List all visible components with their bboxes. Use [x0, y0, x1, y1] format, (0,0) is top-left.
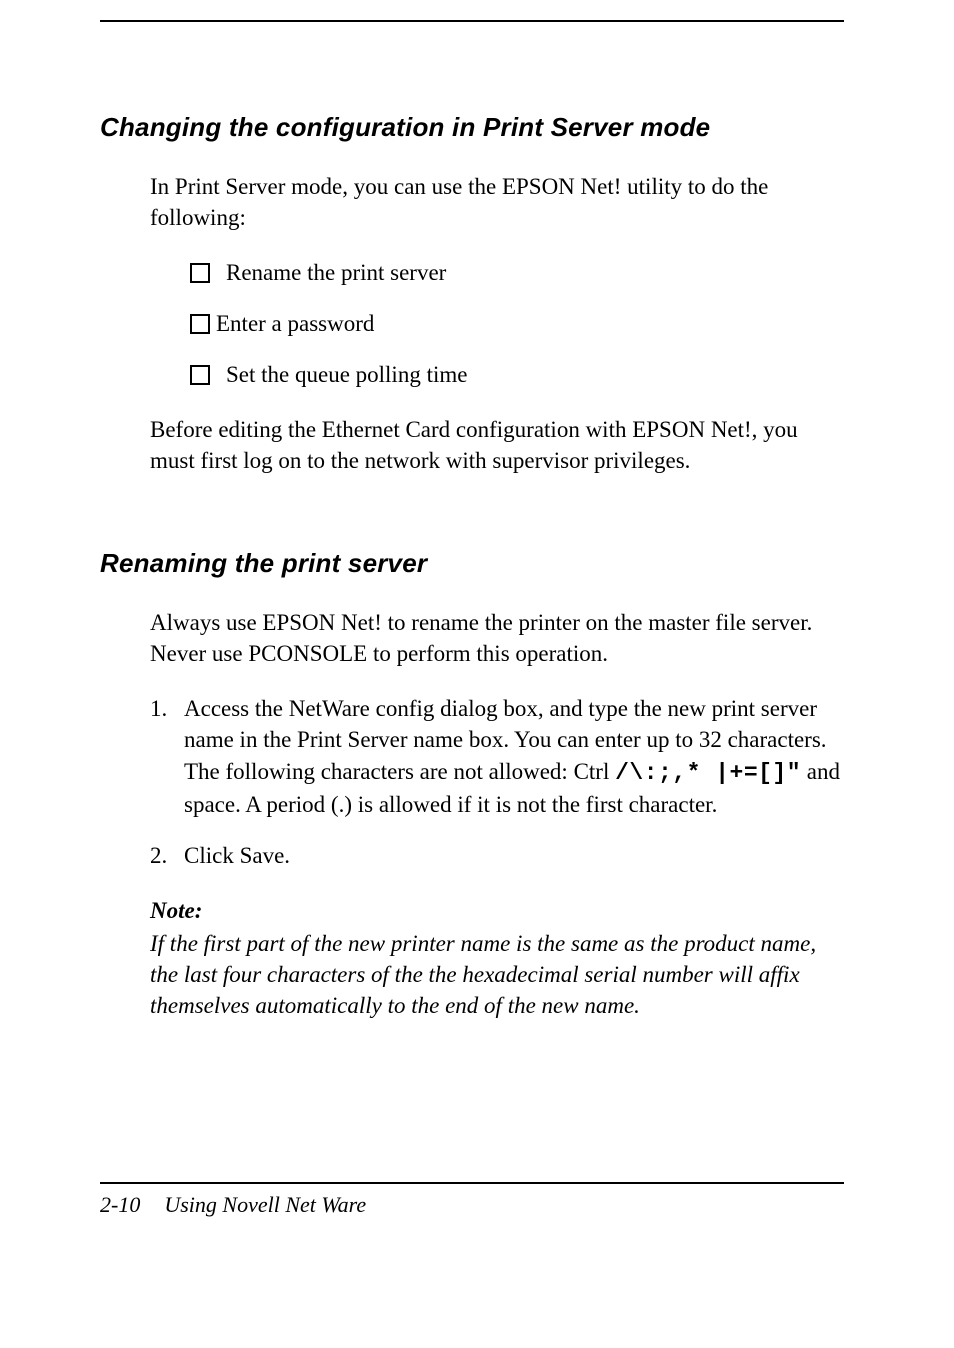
section-heading-2: Renaming the print server	[100, 548, 844, 579]
footer-chapter-title: Using Novell Net Ware	[164, 1192, 366, 1218]
list-item: Rename the print server	[190, 257, 844, 288]
step1-mono: /\:;,* |+=[]"	[615, 760, 801, 786]
step-text: Click Save.	[184, 840, 844, 871]
section2-intro: Always use EPSON Net! to rename the prin…	[150, 607, 844, 669]
section2-body: Always use EPSON Net! to rename the prin…	[150, 607, 844, 1021]
section1-after: Before editing the Ethernet Card configu…	[150, 414, 844, 476]
section2-steps: 1. Access the NetWare config dialog box,…	[150, 693, 844, 870]
checkbox-icon	[190, 314, 210, 334]
step-text: Access the NetWare config dialog box, an…	[184, 693, 844, 819]
checkbox-icon	[190, 365, 210, 385]
checkbox-icon	[190, 263, 210, 283]
section-heading-1: Changing the configuration in Print Serv…	[100, 112, 844, 143]
list-item: Enter a password	[190, 308, 844, 339]
document-page: Changing the configuration in Print Serv…	[0, 0, 954, 1348]
footer-text: 2-10 Using Novell Net Ware	[100, 1192, 844, 1218]
bullet-text: Enter a password	[216, 308, 374, 339]
footer-page-number: 2-10	[100, 1192, 140, 1218]
section1-bullet-list: Rename the print server Enter a password…	[190, 257, 844, 390]
section-spacer	[100, 500, 844, 548]
note-block: Note: If the first part of the new print…	[150, 895, 844, 1021]
list-item: 2. Click Save.	[150, 840, 844, 871]
bullet-text: Set the queue polling time	[226, 359, 467, 390]
top-horizontal-rule	[100, 20, 844, 22]
note-label: Note:	[150, 895, 844, 926]
section1-body: In Print Server mode, you can use the EP…	[150, 171, 844, 476]
page-footer: 2-10 Using Novell Net Ware	[100, 1182, 844, 1218]
step-number: 2.	[150, 840, 184, 871]
step-number: 1.	[150, 693, 184, 724]
section1-intro: In Print Server mode, you can use the EP…	[150, 171, 844, 233]
list-item: Set the queue polling time	[190, 359, 844, 390]
list-item: 1. Access the NetWare config dialog box,…	[150, 693, 844, 819]
footer-horizontal-rule	[100, 1182, 844, 1184]
note-body: If the first part of the new printer nam…	[150, 928, 844, 1021]
bullet-text: Rename the print server	[226, 257, 446, 288]
